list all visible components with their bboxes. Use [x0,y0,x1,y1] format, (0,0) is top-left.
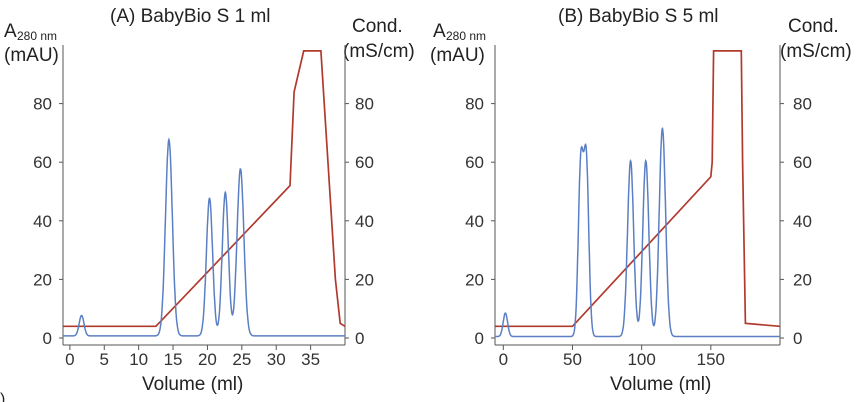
x-tick-label: 0 [499,350,508,369]
left-y-tick-label: 40 [465,212,484,231]
left-y-tick-label: 80 [33,95,52,114]
x-tick-label: 20 [198,350,217,369]
x-tick-label: 5 [100,350,109,369]
right-y-tick-label: 40 [793,212,812,231]
panel-a: (A) BabyBio S 1 ml A 280 nm (mAU) Cond. … [4,6,415,395]
panel-a-left-ylabel-sub: 280 nm [17,29,57,43]
x-tick-label: 15 [164,350,183,369]
x-tick-label: 150 [697,350,725,369]
right-y-tick-label: 80 [355,95,374,114]
x-tick-label: 30 [267,350,286,369]
x-tick-label: 35 [301,350,320,369]
left-y-tick-label: 60 [33,153,52,172]
left-y-tick-label: 60 [465,153,484,172]
panel-a-a280-line [63,137,345,337]
right-y-tick-label: 80 [793,95,812,114]
panel-b-title: (B) BabyBio S 5 ml [558,6,719,27]
right-y-tick-label: 60 [355,153,374,172]
panel-b-x-ticks: 0 50 100 150 [499,345,725,369]
panel-b-right-ylabel-main: Cond. [788,16,839,37]
right-y-tick-label: 40 [355,212,374,231]
panel-b-a280-line [495,127,780,338]
panel-a-left-ylabel-unit: (mAU) [4,45,59,66]
right-y-tick-label: 60 [793,153,812,172]
left-y-tick-label: 20 [465,270,484,289]
panel-a-xlabel: Volume (ml) [142,374,243,395]
panel-a-left-ylabel-main: A [4,21,17,42]
right-y-tick-label: 0 [793,329,802,348]
panel-b-left-ylabel-main: A [433,21,446,42]
panel-b: (B) BabyBio S 5 ml A 280 nm (mAU) Cond. … [430,6,852,395]
panel-a-conductivity-line [63,50,346,328]
panel-a-x-ticks: 0 5 10 15 20 25 30 35 [65,345,320,369]
x-tick-label: 25 [232,350,251,369]
cropped-caption-glyph: ) [0,391,5,402]
panel-b-left-ylabel-sub: 280 nm [446,29,486,43]
right-y-tick-label: 20 [793,270,812,289]
panel-a-right-ylabel-unit: (mS/cm) [343,41,415,62]
panel-a-right-ylabel-main: Cond. [352,16,403,37]
panel-a-left-y-ticks: 0 20 40 60 80 [33,95,63,348]
right-y-tick-label: 20 [355,270,374,289]
panel-b-left-y-ticks: 0 20 40 60 80 [465,95,495,348]
left-y-tick-label: 20 [33,270,52,289]
x-tick-label: 100 [627,350,655,369]
panel-b-left-ylabel-unit: (mAU) [430,45,485,66]
panel-b-right-y-ticks: 0 20 40 60 80 [780,95,812,348]
panel-a-title: (A) BabyBio S 1 ml [110,6,271,27]
x-tick-label: 10 [129,350,148,369]
panel-b-right-ylabel-unit: (mS/cm) [780,41,852,62]
right-y-tick-label: 0 [355,329,364,348]
panel-a-right-y-ticks: 0 20 40 60 80 [345,95,374,348]
panel-b-conductivity-line [495,50,781,328]
left-y-tick-label: 40 [33,212,52,231]
left-y-tick-label: 0 [475,329,484,348]
left-y-tick-label: 80 [465,95,484,114]
x-tick-label: 0 [65,350,74,369]
x-tick-label: 50 [563,350,582,369]
left-y-tick-label: 0 [43,329,52,348]
panel-b-xlabel: Volume (ml) [610,374,711,395]
